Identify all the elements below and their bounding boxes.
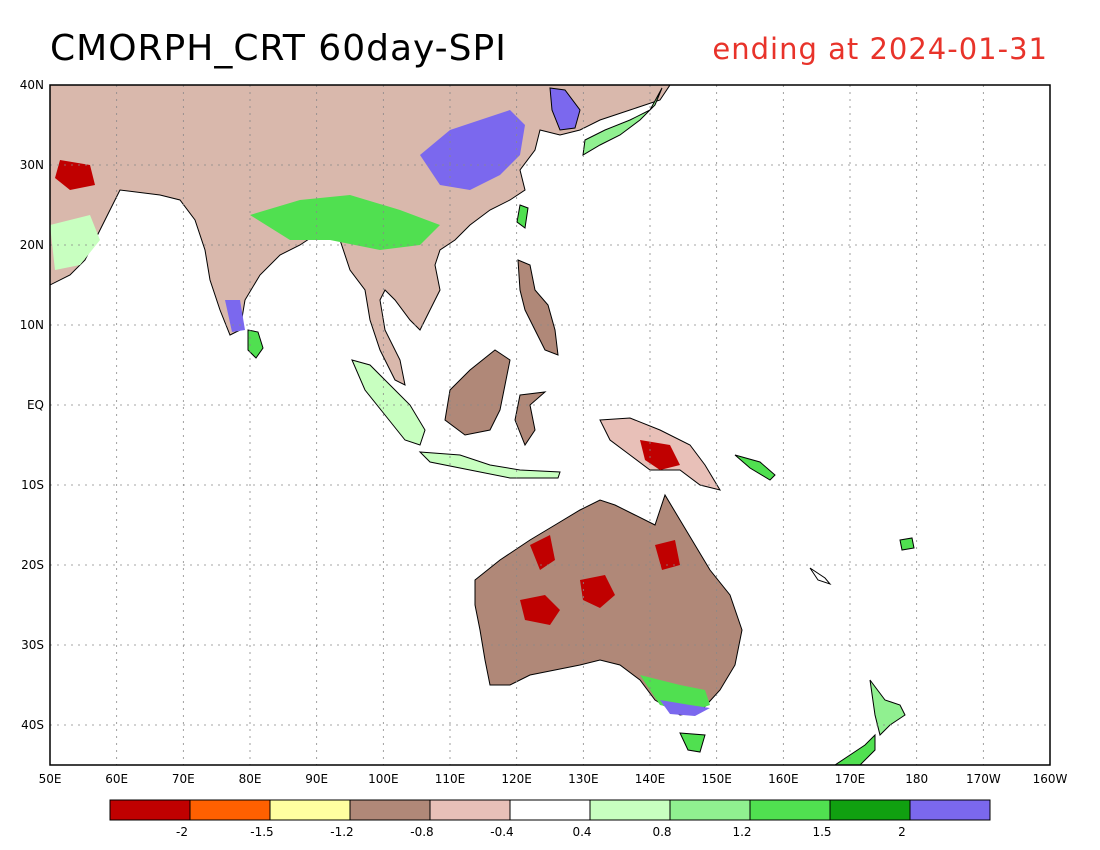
lon-tick-label: 160W xyxy=(1033,772,1068,786)
lon-tick-label: 90E xyxy=(305,772,328,786)
lat-tick-label: EQ xyxy=(27,398,44,412)
borneo xyxy=(444,349,511,436)
lon-tick-label: 170E xyxy=(835,772,866,786)
latitude-labels: 40N 30N 20N 10N EQ 10S 20S 30S 40S xyxy=(20,78,44,732)
end-date-label: ending at 2024-01-31 xyxy=(712,32,1048,66)
colorbar: -2 -1.5 -1.2 -0.8 -0.4 0.4 0.8 1.2 1.5 2 xyxy=(109,799,991,839)
lon-tick-label: 150E xyxy=(701,772,732,786)
wet-anomaly-india xyxy=(225,300,245,332)
taiwan xyxy=(516,204,529,229)
colorbar-swatch xyxy=(429,799,511,821)
colorbar-label: 0.8 xyxy=(652,825,671,839)
korea xyxy=(549,87,581,131)
wet-anomaly-arabia xyxy=(50,215,100,270)
wet-anomaly-aus-se xyxy=(640,675,710,712)
lon-tick-label: 70E xyxy=(172,772,195,786)
lat-tick-label: 20S xyxy=(21,558,44,572)
colorbar-swatch xyxy=(749,799,831,821)
lon-tick-label: 140E xyxy=(635,772,666,786)
lat-tick-label: 10N xyxy=(20,318,44,332)
lon-tick-label: 160E xyxy=(768,772,799,786)
sulawesi xyxy=(514,391,547,447)
philippines xyxy=(517,259,559,356)
dry-anomaly-aus-central xyxy=(580,575,615,608)
colorbar-label: 0.4 xyxy=(572,825,591,839)
lon-tick-label: 50E xyxy=(39,772,62,786)
lat-tick-label: 20N xyxy=(20,238,44,252)
colorbar-swatch xyxy=(669,799,751,821)
lat-tick-label: 30N xyxy=(20,158,44,172)
dry-anomaly-arabia xyxy=(55,160,95,190)
solomon-islands xyxy=(734,454,776,481)
lat-lon-grid xyxy=(50,85,1050,765)
colorbar-label: 1.2 xyxy=(732,825,751,839)
colorbar-label: -2 xyxy=(176,825,188,839)
lon-tick-label: 110E xyxy=(435,772,466,786)
lat-tick-label: 10S xyxy=(21,478,44,492)
fiji xyxy=(899,537,915,551)
colorbar-label: -0.8 xyxy=(410,825,433,839)
java xyxy=(418,451,561,479)
wet-anomaly-aus-coast xyxy=(660,700,710,716)
sumatra xyxy=(351,359,426,446)
lat-tick-label: 30S xyxy=(21,638,44,652)
colorbar-swatch xyxy=(589,799,671,821)
lon-tick-label: 120E xyxy=(501,772,532,786)
wet-anomaly-south-china xyxy=(250,195,440,250)
lat-tick-label: 40N xyxy=(20,78,44,92)
new-zealand-south xyxy=(834,733,876,765)
land-masses xyxy=(50,85,915,765)
colorbar-swatch xyxy=(509,799,591,821)
colorbar-label: -0.4 xyxy=(490,825,513,839)
tasmania xyxy=(679,732,706,753)
colorbar-label: -1.2 xyxy=(330,825,353,839)
lon-tick-label: 170W xyxy=(966,772,1001,786)
colorbar-swatch xyxy=(109,799,191,821)
longitude-labels: 50E 60E 70E 80E 90E 100E 110E 120E 130E 140E 150E 1… xyxy=(39,772,1068,786)
new-zealand-north xyxy=(869,679,906,736)
colorbar-swatch xyxy=(829,799,911,821)
lon-tick-label: 80E xyxy=(239,772,262,786)
new-caledonia xyxy=(809,567,832,586)
colorbar-label: -1.5 xyxy=(250,825,273,839)
lon-tick-label: 180 xyxy=(905,772,928,786)
dry-anomaly-aus-qld xyxy=(655,540,680,570)
lon-tick-label: 100E xyxy=(368,772,399,786)
colorbar-swatch xyxy=(909,799,991,821)
colorbar-swatch xyxy=(349,799,431,821)
map-frame xyxy=(49,84,1051,766)
lat-tick-label: 40S xyxy=(21,718,44,732)
australia xyxy=(474,493,743,716)
dry-anomaly-aus-north xyxy=(530,535,555,570)
map-title: CMORPH_CRT 60day-SPI xyxy=(50,28,507,69)
wet-anomaly-china xyxy=(420,110,525,190)
dry-anomaly-png xyxy=(640,440,680,470)
colorbar-swatch xyxy=(269,799,351,821)
colorbar-swatch xyxy=(189,799,271,821)
lon-tick-label: 130E xyxy=(568,772,599,786)
lon-tick-label: 60E xyxy=(105,772,128,786)
colorbar-label: 1.5 xyxy=(812,825,831,839)
dry-anomaly-aus-west xyxy=(520,595,560,625)
sri-lanka xyxy=(247,329,264,359)
colorbar-label: 2 xyxy=(898,825,906,839)
